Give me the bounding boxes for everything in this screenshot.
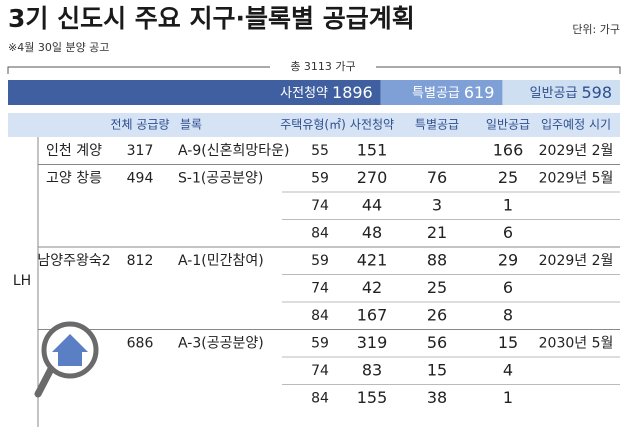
cell-type: 74 xyxy=(311,280,329,296)
cell-type: 59 xyxy=(311,335,329,351)
bar-segment xyxy=(502,80,620,105)
cell-pre: 270 xyxy=(357,168,388,187)
cell-special: 15 xyxy=(427,360,447,379)
cell-total: 686 xyxy=(127,335,154,351)
cell-pre: 42 xyxy=(362,278,382,297)
note: ※4월 30일 분양 공고 xyxy=(8,40,109,54)
cell-pre: 155 xyxy=(357,388,388,407)
cell-special: 88 xyxy=(427,250,447,269)
segment-value: 598 xyxy=(581,83,612,102)
cell-general: 25 xyxy=(498,168,518,187)
cell-pre: 151 xyxy=(357,140,388,159)
cell-pre: 167 xyxy=(357,305,388,324)
cell-special: 76 xyxy=(427,168,447,187)
cell-pre: 83 xyxy=(362,360,382,379)
bar-segment xyxy=(8,80,381,105)
cell-move-in: 2029년 2월 xyxy=(539,143,614,159)
segment-value: 619 xyxy=(464,83,495,102)
segment-name: 특별공급 xyxy=(412,86,460,101)
group-label: LH xyxy=(13,273,31,289)
cell-general: 15 xyxy=(498,333,518,352)
title: 3기 신도시 주요 지구·블록별 공급계획 xyxy=(8,4,415,33)
cell-block: A-1(민간참여) xyxy=(178,253,264,269)
cell-move-in: 2029년 5월 xyxy=(539,170,614,186)
cell-general: 166 xyxy=(493,140,524,159)
total-label: 총 3113 가구 xyxy=(290,60,355,73)
cell-type: 84 xyxy=(311,390,329,406)
segment-name: 일반공급 xyxy=(530,86,578,101)
cell-block: A-9(신혼희망타운) xyxy=(178,143,289,159)
bar-segment xyxy=(380,80,503,105)
column-header: 전체 공급량 xyxy=(110,118,169,132)
search-icon xyxy=(34,321,99,398)
cell-type: 84 xyxy=(311,308,329,324)
cell-block: A-3(공공분양) xyxy=(178,335,264,351)
cell-type: 59 xyxy=(311,253,329,269)
cell-type: 84 xyxy=(311,225,329,241)
cell-block: S-1(공공분양) xyxy=(178,170,263,186)
cell-general: 6 xyxy=(503,278,513,297)
cell-total: 494 xyxy=(127,170,154,186)
cell-pre: 44 xyxy=(362,195,382,214)
cell-pre: 319 xyxy=(357,333,388,352)
cell-general: 8 xyxy=(503,305,513,324)
cell-special: 3 xyxy=(432,195,442,214)
column-header: 사전청약 xyxy=(350,117,394,132)
column-header: 특별공급 xyxy=(415,118,459,132)
column-header: 입주예정 시기 xyxy=(541,118,611,132)
segment-label: 사전청약 1896 xyxy=(280,83,373,102)
cell-type: 74 xyxy=(311,198,329,214)
cell-special: 21 xyxy=(427,223,447,242)
cell-pre: 421 xyxy=(357,250,388,269)
cell-district: 남양주왕숙2 xyxy=(37,253,110,269)
segment-label: 일반공급 598 xyxy=(530,83,612,102)
bracket-gap xyxy=(270,59,376,75)
cell-move-in: 2029년 2월 xyxy=(539,253,614,269)
cell-total: 317 xyxy=(127,143,154,159)
unit: 단위: 가구 xyxy=(572,23,620,36)
cell-general: 4 xyxy=(503,360,513,379)
column-header: 주택유형(㎡) xyxy=(280,118,346,132)
cell-district: 인천 계양 xyxy=(46,143,102,159)
cell-special: 56 xyxy=(427,333,447,352)
cell-general: 6 xyxy=(503,223,513,242)
column-header: 일반공급 xyxy=(486,118,530,132)
cell-pre: 48 xyxy=(362,223,382,242)
cell-total: 812 xyxy=(127,253,154,269)
cell-type: 74 xyxy=(311,363,329,379)
cell-district: 고양 창릉 xyxy=(46,170,102,186)
cell-general: 29 xyxy=(498,250,518,269)
cell-general: 1 xyxy=(503,388,513,407)
cell-special: 25 xyxy=(427,278,447,297)
cell-move-in: 2030년 5월 xyxy=(539,335,614,351)
segment-value: 1896 xyxy=(332,83,373,102)
table-header-bg xyxy=(8,113,620,137)
segment-name: 사전청약 xyxy=(280,86,328,101)
cell-special: 38 xyxy=(427,388,447,407)
cell-type: 55 xyxy=(311,143,329,159)
cell-type: 59 xyxy=(311,170,329,186)
column-header: 블록 xyxy=(180,118,202,132)
cell-special: 26 xyxy=(427,305,447,324)
cell-general: 1 xyxy=(503,195,513,214)
segment-label: 특별공급 619 xyxy=(412,83,494,102)
